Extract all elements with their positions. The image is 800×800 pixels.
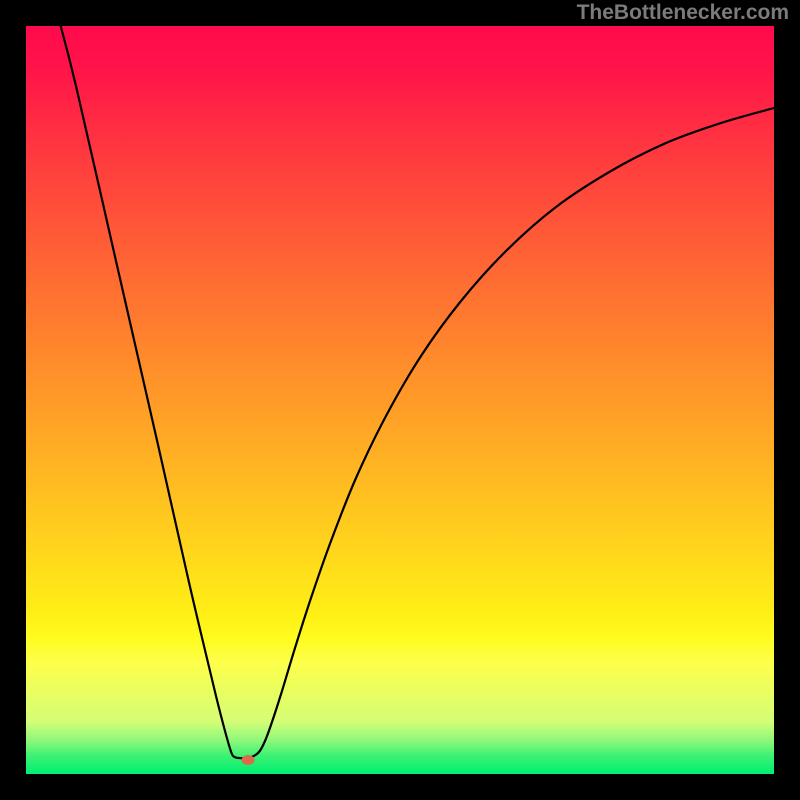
plot-area (26, 26, 774, 774)
chart-frame: TheBottlenecker.com (0, 0, 800, 800)
optimum-marker (242, 755, 255, 765)
bottleneck-curve (26, 26, 774, 774)
watermark-text: TheBottlenecker.com (577, 1, 789, 25)
